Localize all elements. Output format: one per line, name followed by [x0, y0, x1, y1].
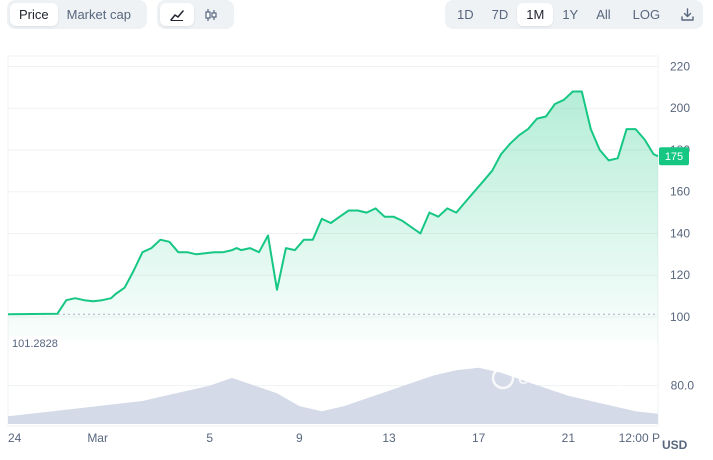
download-button[interactable]	[673, 3, 702, 26]
volume-area	[8, 367, 658, 424]
chart-toolbar: Price Market cap 1D 7D 1M 1Y All LOG	[0, 0, 713, 30]
tab-price[interactable]: Price	[10, 3, 58, 26]
y-tick-label: 140	[670, 226, 690, 240]
line-chart-button[interactable]	[160, 3, 194, 26]
x-tick-label: 13	[382, 431, 396, 445]
x-tick-label: 5	[206, 431, 213, 445]
price-line	[7, 90, 659, 316]
start-price-label: 101.2828	[9, 336, 61, 351]
candlestick-icon	[205, 8, 217, 21]
y-tick-label: 120	[670, 268, 690, 282]
y-tick-label: 200	[670, 101, 690, 115]
start-price-label-bg	[9, 336, 61, 351]
watermark-text: CoinMarketCap	[518, 371, 628, 388]
price-area-shape	[8, 91, 658, 342]
candlestick-button[interactable]	[194, 3, 228, 26]
current-price-text: 175	[665, 151, 683, 163]
line-chart-icon	[170, 9, 184, 21]
y-tick-label: 220	[670, 59, 690, 73]
tab-market-cap[interactable]: Market cap	[66, 7, 131, 22]
x-tick-label: 12:00 P	[619, 431, 660, 445]
download-icon	[681, 8, 694, 21]
start-price-text: 101.2828	[12, 338, 58, 350]
x-axis: 24 Mar 5 9 13 17 21 12:00 P	[8, 431, 660, 445]
chart-style-group	[157, 0, 234, 29]
x-tick-label: 17	[472, 431, 486, 445]
range-1y-button[interactable]: 1Y	[562, 7, 579, 22]
range-1d-button[interactable]: 1D	[457, 7, 474, 22]
y-tick-label: 100	[670, 310, 690, 324]
x-tick-label: 24	[8, 431, 22, 445]
y-axis: 10012014016018020022080.0	[670, 59, 694, 392]
range-all-button[interactable]: All	[596, 7, 611, 22]
current-price-badge: 175	[659, 147, 689, 166]
mode-tab-group: Price Market cap	[7, 0, 147, 29]
price-line-path	[7, 90, 659, 316]
range-7d-button[interactable]: 7D	[491, 7, 509, 22]
volume-tick-label: 80.0	[671, 379, 695, 393]
x-tick-label: 21	[562, 431, 576, 445]
log-scale-button[interactable]: LOG	[632, 7, 661, 22]
coinmarketcap-watermark: CoinMarketCap	[491, 366, 628, 390]
price-area	[8, 91, 658, 342]
x-tick-label: 9	[296, 431, 303, 445]
currency-label: USD	[662, 438, 688, 452]
coinmarketcap-logo-icon	[491, 366, 515, 390]
range-tab-group: 1D 7D 1M 1Y All LOG	[445, 0, 703, 29]
current-price-badge-bg	[659, 147, 689, 166]
range-1m-button[interactable]: 1M	[517, 3, 554, 26]
volume-area-shape	[8, 367, 658, 424]
x-tick-label: Mar	[87, 431, 108, 445]
y-tick-label: 160	[670, 185, 690, 199]
